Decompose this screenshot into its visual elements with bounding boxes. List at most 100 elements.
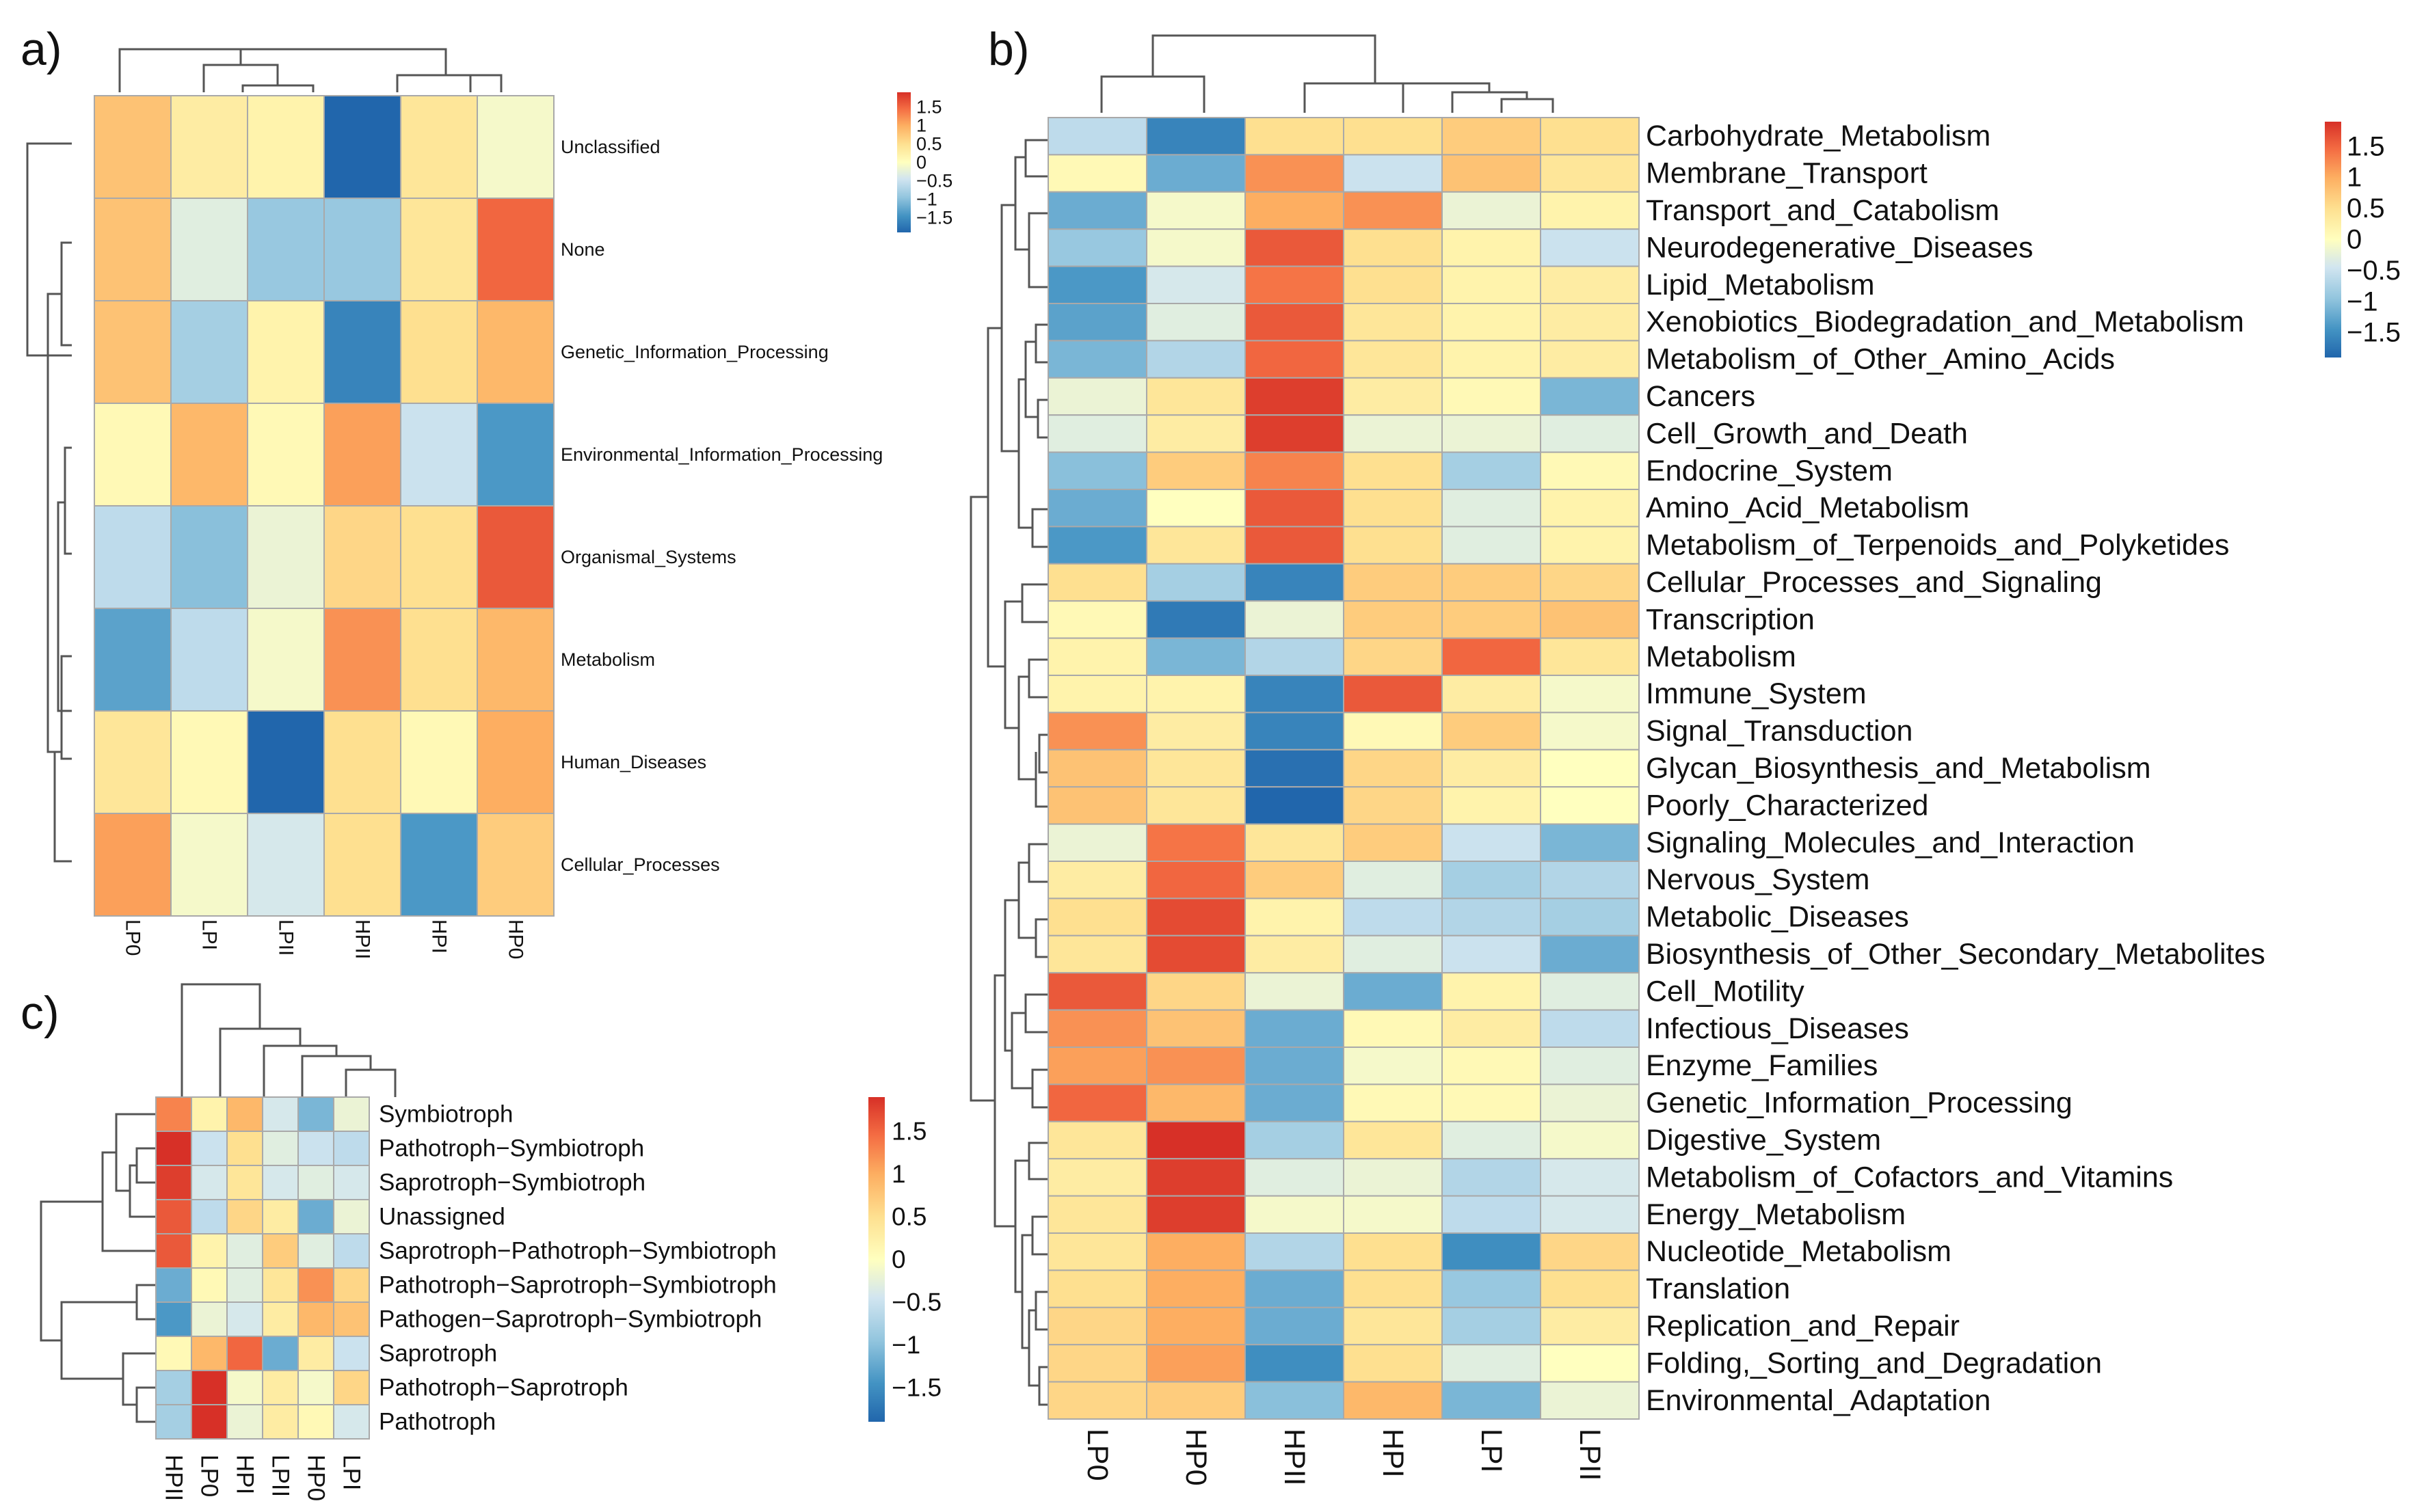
heatmap-cell-b-r23-c3 (1343, 972, 1443, 1011)
heatmap-cell-c-r7-c2 (226, 1336, 263, 1371)
heatmap-cell-a-r4-c1 (170, 505, 248, 609)
row-label-a-2: Genetic_Information_Processing (561, 342, 829, 362)
heatmap-cell-a-r3-c4 (400, 403, 478, 507)
row-label-c-8: Pathotroph−Saprotroph (379, 1375, 628, 1401)
heatmap-cell-b-r14-c5 (1540, 637, 1640, 676)
heatmap-cell-a-r1-c3 (323, 198, 401, 301)
legend-colorbar-b (2325, 122, 2341, 357)
heatmap-cell-b-r8-c2 (1244, 414, 1344, 453)
heatmap-cell-b-r1-c1 (1146, 154, 1246, 193)
panel-c-label: c) (21, 987, 59, 1039)
heatmap-cell-c-r2-c2 (226, 1165, 263, 1200)
heatmap-cell-a-r5-c4 (400, 608, 478, 712)
legend-tick-b-3: 0 (2347, 225, 2362, 255)
row-label-b-2: Transport_and_Catabolism (1646, 194, 1999, 227)
column-label-c-0: HPII (161, 1455, 187, 1501)
legend-tick-b-1: 1 (2347, 163, 2362, 193)
row-label-b-12: Cellular_Processes_and_Signaling (1646, 566, 2102, 599)
heatmap-cell-a-r2-c5 (477, 300, 555, 404)
column-label-c-4: HP0 (303, 1455, 330, 1501)
row-label-c-0: Symbiotroph (379, 1101, 513, 1128)
heatmap-cell-b-r16-c1 (1146, 712, 1246, 751)
row-label-b-20: Nervous_System (1646, 863, 1869, 896)
heatmap-cell-a-r7-c5 (477, 813, 555, 917)
legend-tick-c-0: 1.5 (892, 1118, 927, 1146)
heatmap-cell-b-r13-c3 (1343, 600, 1443, 639)
heatmap-cell-b-r6-c1 (1146, 340, 1246, 379)
heatmap-cell-b-r1-c2 (1244, 154, 1344, 193)
heatmap-cell-b-r6-c3 (1343, 340, 1443, 379)
heatmap-cell-b-r20-c5 (1540, 861, 1640, 900)
row-label-b-24: Infectious_Diseases (1646, 1012, 1909, 1045)
heatmap-cell-b-r22-c1 (1146, 934, 1246, 974)
heatmap-cell-b-r34-c0 (1048, 1381, 1147, 1420)
heatmap-cell-b-r5-c2 (1244, 303, 1344, 342)
heatmap-cell-a-r4-c0 (94, 505, 172, 609)
heatmap-cell-c-r5-c0 (155, 1267, 192, 1303)
row-label-b-17: Glycan_Biosynthesis_and_Metabolism (1646, 752, 2151, 785)
column-label-a-1: LPI (198, 919, 221, 950)
row-label-b-33: Folding,_Sorting_and_Degradation (1646, 1347, 2102, 1379)
heatmap-cell-c-r0-c1 (191, 1096, 228, 1132)
heatmap-cell-b-r31-c2 (1244, 1269, 1344, 1308)
heatmap-cell-b-r0-c3 (1343, 117, 1443, 156)
heatmap-cell-c-r6-c1 (191, 1301, 228, 1337)
heatmap-cell-c-r7-c1 (191, 1336, 228, 1371)
column-label-a-2: LPII (275, 919, 297, 956)
heatmap-cell-b-r10-c5 (1540, 489, 1640, 528)
heatmap-cell-b-r26-c2 (1244, 1083, 1344, 1122)
panel-a-row-dendrogram (26, 142, 72, 863)
heatmap-cell-b-r30-c3 (1343, 1232, 1443, 1271)
heatmap-cell-b-r14-c0 (1048, 637, 1147, 676)
heatmap-cell-b-r21-c5 (1540, 897, 1640, 936)
heatmap-cell-b-r13-c0 (1048, 600, 1147, 639)
heatmap-cell-c-r8-c1 (191, 1370, 228, 1405)
heatmap-cell-b-r29-c1 (1146, 1195, 1246, 1234)
heatmap-cell-b-r9-c4 (1441, 451, 1541, 490)
heatmap-cell-b-r24-c0 (1048, 1009, 1147, 1048)
panel-b-color-legend: 1.510.50−0.5−1−1.5 (2325, 122, 2401, 357)
row-label-a-4: Organismal_Systems (561, 547, 736, 567)
heatmap-cell-b-r4-c2 (1244, 265, 1344, 305)
row-label-b-5: Xenobiotics_Biodegradation_and_Metabolis… (1646, 306, 2244, 338)
heatmap-cell-b-r8-c0 (1048, 414, 1147, 453)
panel-c-cells (155, 1096, 370, 1440)
heatmap-cell-b-r2-c4 (1441, 191, 1541, 230)
heatmap-cell-c-r3-c2 (226, 1199, 263, 1234)
panel-a-label: a) (21, 23, 62, 75)
heatmap-cell-b-r11-c2 (1244, 526, 1344, 565)
heatmap-cell-b-r30-c4 (1441, 1232, 1541, 1271)
panel-a-column-labels: LP0 LPI LPII HPII HPI HP0 (122, 919, 527, 959)
heatmap-cell-b-r24-c2 (1244, 1009, 1344, 1048)
heatmap-cell-c-r0-c3 (262, 1096, 299, 1132)
heatmap-cell-b-r4-c0 (1048, 265, 1147, 305)
heatmap-cell-b-r11-c5 (1540, 526, 1640, 565)
heatmap-cell-b-r0-c4 (1441, 117, 1541, 156)
heatmap-cell-a-r3-c1 (170, 403, 248, 507)
heatmap-cell-c-r0-c0 (155, 1096, 192, 1132)
heatmap-cell-c-r0-c2 (226, 1096, 263, 1132)
row-label-b-18: Poorly_Characterized (1646, 789, 1928, 822)
heatmap-cell-c-r6-c2 (226, 1301, 263, 1337)
heatmap-cell-c-r1-c0 (155, 1131, 192, 1166)
row-label-b-30: Nucleotide_Metabolism (1646, 1235, 1951, 1268)
heatmap-cell-b-r18-c4 (1441, 786, 1541, 825)
heatmap-cell-b-r28-c2 (1244, 1158, 1344, 1197)
heatmap-cell-c-r7-c4 (297, 1336, 334, 1371)
heatmap-cell-b-r31-c4 (1441, 1269, 1541, 1308)
heatmap-cell-b-r13-c1 (1146, 600, 1246, 639)
panel-c: c) Symbiotroph Pathotroph−Symbiotroph Sapr… (21, 983, 942, 1501)
row-label-b-34: Environmental_Adaptation (1646, 1384, 1990, 1417)
heatmap-cell-b-r27-c1 (1146, 1120, 1246, 1160)
heatmap-cell-b-r12-c5 (1540, 563, 1640, 602)
heatmap-cell-b-r5-c3 (1343, 303, 1443, 342)
row-label-b-25: Enzyme_Families (1646, 1049, 1878, 1082)
heatmap-cell-b-r20-c2 (1244, 861, 1344, 900)
heatmap-cell-b-r2-c0 (1048, 191, 1147, 230)
heatmap-cell-b-r20-c4 (1441, 861, 1541, 900)
heatmap-cell-b-r3-c3 (1343, 228, 1443, 267)
heatmap-cell-b-r30-c2 (1244, 1232, 1344, 1271)
heatmap-cell-b-r26-c0 (1048, 1083, 1147, 1122)
heatmap-cell-b-r17-c1 (1146, 748, 1246, 788)
